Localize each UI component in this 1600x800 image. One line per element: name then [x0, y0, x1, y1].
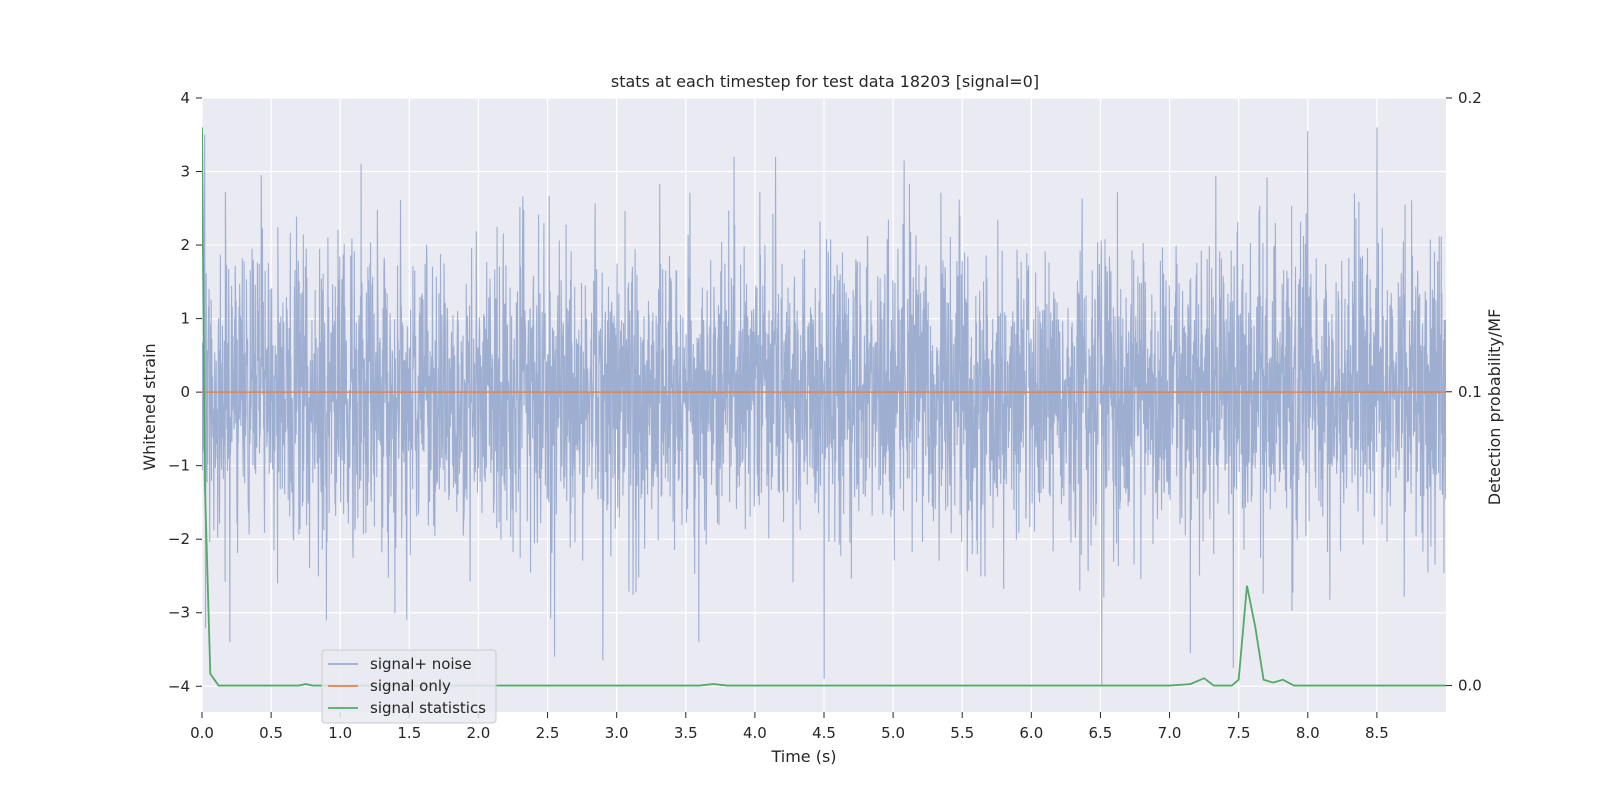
x-tick-label: 1.0 [328, 724, 352, 742]
y-tick-label: −4 [168, 677, 190, 695]
legend: signal+ noise signal only signal statistic… [321, 649, 497, 724]
x-tick-label: 1.5 [397, 724, 421, 742]
x-tick-label: 6.0 [1019, 724, 1043, 742]
y-tick-label: 1 [180, 310, 190, 328]
series-layer [202, 127, 1446, 687]
x-tick-label: 4.0 [743, 724, 767, 742]
x-axis-label: Time (s) [770, 747, 836, 766]
x-tick-label: 8.5 [1365, 724, 1389, 742]
x-tick-label: 2.0 [467, 724, 491, 742]
x-tick-label: 2.5 [536, 724, 560, 742]
y-tick-label: 3 [180, 163, 190, 181]
series-signal-statistics-line [202, 127, 1446, 687]
axes: 0.0 0.5 1.0 1.5 2.0 2.5 3.0 3.5 4.0 4.5 5.0 5.5 6.0 6… [168, 89, 1482, 742]
y-tick-label: −3 [168, 604, 190, 622]
y2-axis-label: Detection probability/MF [1485, 309, 1504, 506]
x-tick-label: 6.5 [1089, 724, 1113, 742]
y2-tick-label: 0.2 [1458, 89, 1482, 107]
legend-label: signal statistics [370, 699, 486, 717]
y-tick-label: −1 [168, 457, 190, 475]
y-axis-label: Whitened strain [140, 343, 159, 470]
y-tick-label: 0 [180, 383, 190, 401]
y-tick-label: −2 [168, 530, 190, 548]
series-signal-noise-line [202, 127, 1446, 687]
y2-tick-label: 0.0 [1458, 677, 1482, 695]
x-tick-label: 3.0 [605, 724, 629, 742]
legend-label: signal only [370, 677, 451, 695]
x-tick-label: 7.0 [1158, 724, 1182, 742]
y-tick-label: 2 [180, 236, 190, 254]
legend-box [321, 649, 497, 724]
x-tick-label: 5.5 [950, 724, 974, 742]
x-tick-label: 7.5 [1227, 724, 1251, 742]
chart-title: stats at each timestep for test data 182… [611, 72, 1039, 91]
x-tick-label: 4.5 [812, 724, 836, 742]
x-tick-label: 3.5 [674, 724, 698, 742]
legend-label: signal+ noise [370, 655, 472, 673]
y2-tick-label: 0.1 [1458, 383, 1482, 401]
x-tick-label: 0.5 [259, 724, 283, 742]
x-tick-label: 8.0 [1296, 724, 1320, 742]
x-tick-label: 5.0 [881, 724, 905, 742]
y-tick-label: 4 [180, 89, 190, 107]
x-tick-label: 0.0 [190, 724, 214, 742]
